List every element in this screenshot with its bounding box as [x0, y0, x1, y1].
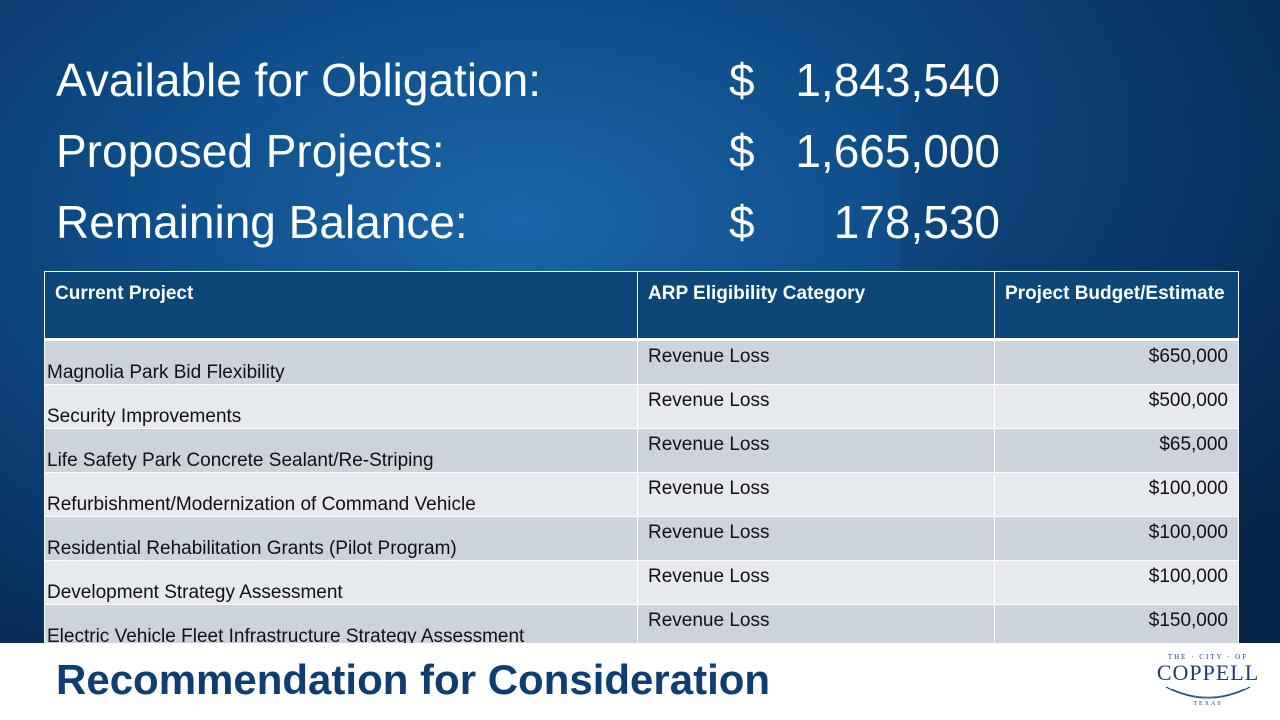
project-name: Magnolia Park Bid Flexibility [44, 339, 638, 385]
table-row: Refurbishment/Modernization of Command V… [44, 472, 1239, 517]
header-arp-category: ARP Eligibility Category [637, 271, 995, 341]
project-category: Revenue Loss [637, 516, 995, 561]
summary-dollar-sign: $ [729, 54, 755, 106]
project-category: Revenue Loss [637, 428, 995, 473]
summary-label: Available for Obligation: [56, 54, 541, 106]
summary-label: Remaining Balance: [56, 196, 468, 248]
project-name: Life Safety Park Concrete Sealant/Re-Str… [44, 428, 638, 473]
slide-title: Recommendation for Consideration [56, 656, 771, 703]
project-category: Revenue Loss [637, 604, 995, 649]
logo-top-text: THE · CITY · OF [1167, 653, 1249, 661]
summary-dollar-sign: $ [729, 125, 755, 177]
table-row: Development Strategy Assessment Revenue … [44, 560, 1239, 605]
project-name: Electric Vehicle Fleet Infrastructure St… [44, 604, 638, 649]
project-name: Security Improvements [44, 384, 638, 429]
city-of-coppell-logo: THE · CITY · OF COPPELL TEXAS [1148, 651, 1268, 715]
table-row: Residential Rehabilitation Grants (Pilot… [44, 516, 1239, 561]
footer-bar: Recommendation for Consideration THE · C… [0, 643, 1280, 720]
project-budget: $65,000 [994, 428, 1239, 473]
project-budget: $100,000 [994, 560, 1239, 605]
project-category: Revenue Loss [637, 384, 995, 429]
project-category: Revenue Loss [637, 560, 995, 605]
project-budget: $150,000 [994, 604, 1239, 649]
project-category: Revenue Loss [637, 472, 995, 517]
project-budget: $100,000 [994, 516, 1239, 561]
projects-table: Current Project ARP Eligibility Category… [44, 271, 1239, 649]
logo-bottom-text: TEXAS [1193, 701, 1222, 707]
project-name: Residential Rehabilitation Grants (Pilot… [44, 516, 638, 561]
header-budget: Project Budget/Estimate [994, 271, 1239, 341]
project-category: Revenue Loss [637, 339, 995, 385]
table-row: Magnolia Park Bid Flexibility Revenue Lo… [44, 339, 1239, 385]
project-budget: $500,000 [994, 384, 1239, 429]
project-budget: $650,000 [994, 339, 1239, 385]
summary-amount: 1,665,000 [795, 125, 1000, 177]
logo-wreath-icon: TEXAS [1165, 686, 1251, 707]
logo-name: COPPELL [1156, 660, 1260, 685]
project-budget: $100,000 [994, 472, 1239, 517]
summary-amount: 178,530 [833, 196, 1000, 248]
header-current-project: Current Project [44, 271, 638, 341]
project-name: Development Strategy Assessment [44, 560, 638, 605]
table-header-row: Current Project ARP Eligibility Category… [44, 271, 1239, 341]
table-row: Electric Vehicle Fleet Infrastructure St… [44, 604, 1239, 649]
table-row: Life Safety Park Concrete Sealant/Re-Str… [44, 428, 1239, 473]
project-name: Refurbishment/Modernization of Command V… [44, 472, 638, 517]
summary-amount: 1,843,540 [795, 54, 1000, 106]
summary-label: Proposed Projects: [56, 125, 445, 177]
table-row: Security Improvements Revenue Loss $500,… [44, 384, 1239, 429]
summary-dollar-sign: $ [729, 196, 755, 248]
